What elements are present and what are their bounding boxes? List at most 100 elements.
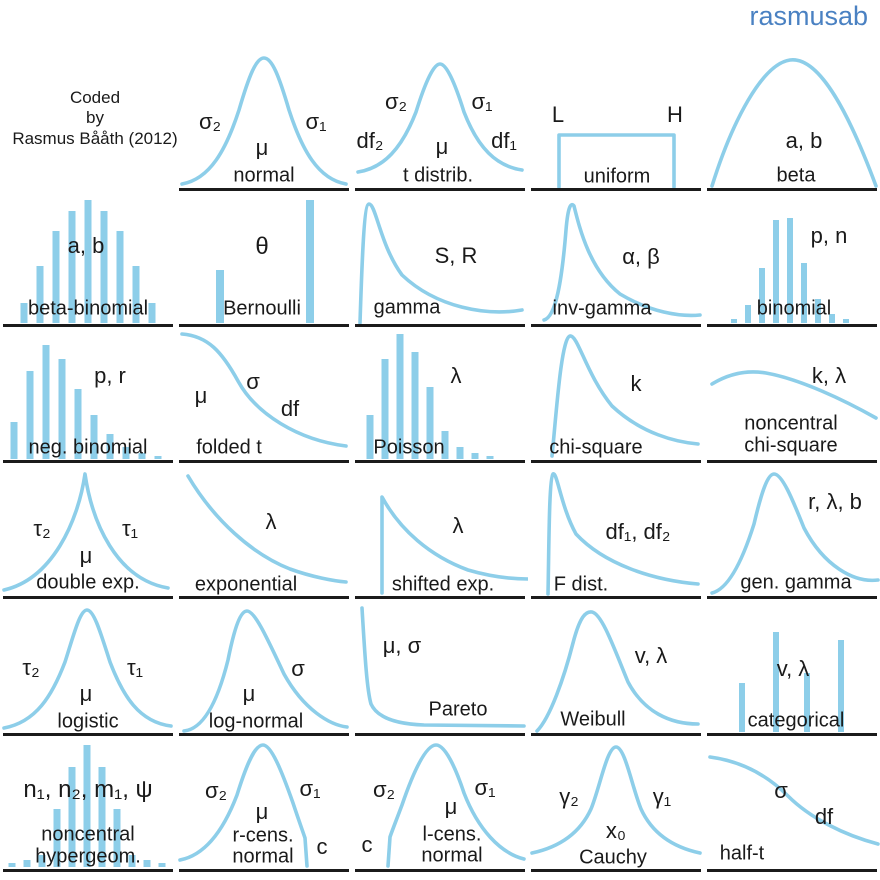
l-cens-normal-param-sigma2: σ₂: [372, 777, 396, 802]
r-cens-normal-param-mu: μ: [255, 799, 269, 824]
cell-half-t: σ df half-t: [704, 735, 880, 872]
t-distrib-param-df2: df₂: [356, 128, 384, 153]
bernoulli-bars: [216, 200, 314, 323]
logistic-param-tau1: τ₁: [126, 655, 144, 680]
cauchy-label: Cauchy: [579, 846, 647, 869]
uniform-step-plot: [557, 133, 676, 189]
cell-binomial: p, n binomial: [704, 190, 880, 327]
l-cens-normal-baseline: [355, 869, 525, 872]
cell-cauchy: γ₂ x₀ γ₁ Cauchy: [528, 735, 704, 872]
r-cens-normal-curve: [178, 743, 309, 868]
logistic-curve: [2, 608, 173, 730]
neg-binomial-label: neg. binomial: [28, 436, 148, 459]
pareto-label: Pareto: [428, 698, 488, 721]
neg-binomial-param-pr: p, r: [94, 363, 126, 388]
poisson-label: Poisson: [373, 436, 445, 459]
credit-line-1: Coded: [69, 88, 121, 107]
cauchy-baseline: [531, 869, 701, 872]
beta-binomial-baseline: [3, 324, 173, 327]
watermark-rasmusab: rasmusab: [749, 1, 868, 31]
exponential-param-lambda: λ: [265, 509, 277, 534]
normal-baseline: [179, 188, 349, 191]
exponential-curve: [186, 474, 348, 584]
folded-t-param-sigma: σ: [246, 369, 260, 394]
f-dist-label: F dist.: [553, 573, 609, 596]
cell-inv-gamma: α, β inv-gamma: [528, 190, 704, 327]
chi-square-baseline: [531, 460, 701, 463]
double-exp-label: double exp.: [36, 571, 140, 594]
shifted-exp-curve: [380, 495, 528, 595]
t-distrib-param-sigma2: σ₂: [384, 89, 408, 114]
noncentral-hypergeom-baseline: [3, 869, 173, 872]
uniform-label: uniform: [583, 165, 651, 188]
gen-gamma-curve: [710, 472, 880, 595]
gen-gamma-param-rlb: r, λ, b: [808, 489, 862, 514]
cell-credit: Coded by Rasmus Bååth (2012): [0, 0, 178, 190]
cell-log-normal: μ σ log-normal: [176, 598, 352, 736]
half-t-label: half-t: [719, 842, 765, 865]
categorical-label: categorical: [747, 709, 845, 732]
half-t-param-df: df: [814, 804, 834, 829]
inv-gamma-label: inv-gamma: [552, 297, 652, 320]
folded-t-param-mu: μ: [194, 383, 208, 408]
shifted-exp-label: shifted exp.: [391, 573, 495, 596]
noncentral-chi-square-param-kl: k, λ: [811, 363, 847, 388]
f-dist-curve: [546, 472, 700, 596]
half-t-baseline: [707, 869, 877, 872]
log-normal-curve: [182, 609, 349, 733]
gamma-baseline: [355, 324, 525, 327]
cell-noncentral-hypergeom: n₁, n₂, m₁, ψ noncentral hypergeom.: [0, 735, 176, 872]
cell-poisson: λ Poisson: [352, 326, 528, 463]
inv-gamma-param-ab: α, β: [622, 244, 660, 269]
categorical-baseline: [707, 733, 877, 736]
gamma-label: gamma: [373, 296, 441, 319]
l-cens-normal-curve: [386, 743, 526, 868]
cell-uniform: L H uniform: [528, 0, 704, 191]
pareto-baseline: [355, 733, 525, 736]
chi-square-curve: [550, 334, 700, 458]
cell-folded-t: μ σ df folded t: [176, 326, 352, 463]
double-exp-param-mu: μ: [79, 543, 93, 568]
logistic-baseline: [3, 733, 173, 736]
cell-normal: σ₂ μ σ₁ normal: [176, 0, 352, 191]
t-distrib-param-mu: μ: [435, 134, 449, 159]
poisson-param-lambda: λ: [450, 363, 462, 388]
inv-gamma-baseline: [531, 324, 701, 327]
pareto-curve: [360, 606, 526, 728]
log-normal-baseline: [179, 733, 349, 736]
gen-gamma-baseline: [707, 596, 877, 599]
normal-param-mu: μ: [255, 135, 269, 160]
l-cens-normal-param-c: c: [361, 832, 373, 857]
cauchy-param-gamma1: γ₁: [652, 784, 672, 809]
uniform-param-high: H: [667, 102, 683, 127]
neg-binomial-bars: [10, 345, 162, 459]
double-exp-param-tau1: τ₁: [121, 516, 139, 541]
folded-t-curve: [180, 332, 348, 448]
credit-line-3: Rasmus Bååth (2012): [12, 129, 178, 148]
gen-gamma-label: gen. gamma: [740, 571, 852, 594]
exponential-label: exponential: [194, 573, 298, 596]
cell-chi-square: k chi-square: [528, 326, 704, 463]
r-cens-normal-param-sigma2: σ₂: [204, 778, 228, 803]
neg-binomial-baseline: [3, 460, 173, 463]
f-dist-baseline: [531, 596, 701, 599]
l-cens-normal-label-1: l-cens.: [422, 823, 482, 846]
cell-f-dist: df₁, df₂ F dist.: [528, 462, 704, 599]
t-distrib-param-sigma1: σ₁: [471, 89, 493, 114]
noncentral-chi-square-baseline: [707, 460, 877, 463]
l-cens-normal-param-mu: μ: [444, 794, 458, 819]
cell-bernoulli: θ Bernoulli: [176, 190, 352, 327]
binomial-param-pn: p, n: [810, 223, 848, 248]
log-normal-param-mu: μ: [242, 681, 256, 706]
normal-param-sigma2: σ₂: [198, 109, 222, 134]
cell-shifted-exp: λ shifted exp.: [352, 462, 528, 599]
poisson-bars: [366, 334, 494, 459]
weibull-label: Weibull: [560, 708, 626, 731]
logistic-param-mu: μ: [79, 681, 93, 706]
cell-r-cens-normal: σ₂ μ σ₁ c r-cens. normal: [176, 735, 352, 872]
weibull-curve: [535, 610, 700, 733]
cauchy-param-x0: x₀: [605, 818, 627, 843]
noncentral-chi-square-curve: [710, 370, 878, 420]
weibull-param-vl: v, λ: [634, 643, 668, 668]
